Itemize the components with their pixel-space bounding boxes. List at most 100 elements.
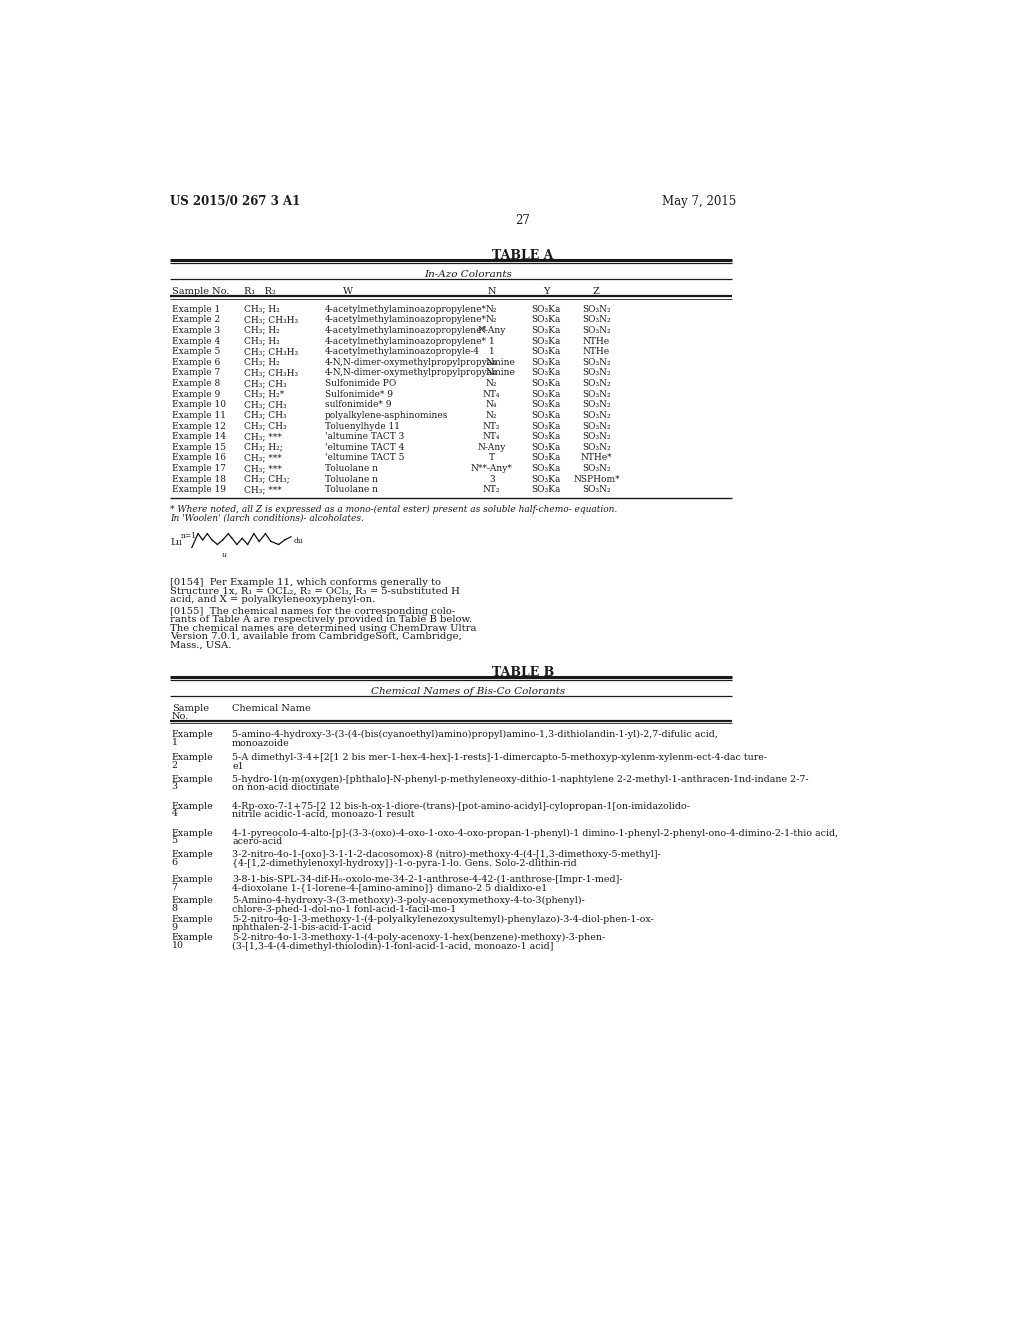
Text: Chemical Names of Bis-Co Colorants: Chemical Names of Bis-Co Colorants bbox=[371, 686, 566, 696]
Text: 3: 3 bbox=[171, 783, 177, 792]
Text: SO₃N₂: SO₃N₂ bbox=[582, 486, 610, 495]
Text: 7: 7 bbox=[171, 883, 177, 891]
Text: Example: Example bbox=[171, 829, 213, 838]
Text: 4-acetylmethylaminoazopropylene*: 4-acetylmethylaminoazopropylene* bbox=[325, 305, 487, 314]
Text: SO₃Ka: SO₃Ka bbox=[531, 379, 560, 388]
Text: 3-2-nitro-4o-1-[oxo]-3-1-1-2-dacosomox)-8 (nitro)-methoxy-4-(4-[1,3-dimethoxy-5-: 3-2-nitro-4o-1-[oxo]-3-1-1-2-dacosomox)-… bbox=[232, 850, 660, 859]
Text: 5-A dimethyl-3-4+[2[1 2 bis mer-1-hex-4-hex]-1-rests]-1-dimercapto-5-methoxyp-xy: 5-A dimethyl-3-4+[2[1 2 bis mer-1-hex-4-… bbox=[232, 754, 766, 762]
Text: SO₃Ka: SO₃Ka bbox=[531, 368, 560, 378]
Text: SO₃Ka: SO₃Ka bbox=[531, 326, 560, 335]
Text: {4-[1,2-dimethylenoxyl-hydroxy]}-1-o-pyra-1-lo. Gens. Solo-2-dlithin-rid: {4-[1,2-dimethylenoxyl-hydroxy]}-1-o-pyr… bbox=[232, 858, 577, 867]
Text: CH₃; CH₃: CH₃; CH₃ bbox=[244, 379, 286, 388]
Text: [0155]  The chemical names for the corresponding colo-: [0155] The chemical names for the corres… bbox=[170, 607, 454, 616]
Text: SO₃N₂: SO₃N₂ bbox=[582, 368, 610, 378]
Text: Example 4: Example 4 bbox=[171, 337, 220, 346]
Text: rants of Table A are respectively provided in Table B below.: rants of Table A are respectively provid… bbox=[170, 615, 472, 624]
Text: CH₃; CH₃: CH₃; CH₃ bbox=[244, 411, 286, 420]
Text: CH₃; CH₃;: CH₃; CH₃; bbox=[244, 475, 289, 483]
Text: NTHe: NTHe bbox=[582, 337, 609, 346]
Text: Example 18: Example 18 bbox=[171, 475, 225, 483]
Text: The chemical names are determined using ChemDraw Ultra: The chemical names are determined using … bbox=[170, 624, 476, 632]
Text: CH₃; ***: CH₃; *** bbox=[244, 465, 281, 473]
Text: on non-acid dioctinate: on non-acid dioctinate bbox=[232, 783, 339, 792]
Text: Sulfonimide PO: Sulfonimide PO bbox=[325, 379, 396, 388]
Text: N-Any: N-Any bbox=[477, 442, 505, 451]
Text: Example 8: Example 8 bbox=[171, 379, 220, 388]
Text: Example: Example bbox=[171, 850, 213, 859]
Text: Example 15: Example 15 bbox=[171, 442, 225, 451]
Text: Example: Example bbox=[171, 875, 213, 884]
Text: SO₃Ka: SO₃Ka bbox=[531, 442, 560, 451]
Text: Example 12: Example 12 bbox=[171, 421, 225, 430]
Text: SO₃Ka: SO₃Ka bbox=[531, 475, 560, 483]
Text: N₄: N₄ bbox=[485, 358, 497, 367]
Text: Toluolane n: Toluolane n bbox=[325, 475, 378, 483]
Text: 4-acetylmethylaminoazopropylene*: 4-acetylmethylaminoazopropylene* bbox=[325, 326, 487, 335]
Text: Example 10: Example 10 bbox=[171, 400, 225, 409]
Text: CH₃; H₂: CH₃; H₂ bbox=[244, 326, 279, 335]
Text: 1: 1 bbox=[171, 738, 177, 747]
Text: NT₄: NT₄ bbox=[483, 432, 500, 441]
Text: NTHe: NTHe bbox=[582, 347, 609, 356]
Text: Example 9: Example 9 bbox=[171, 389, 220, 399]
Text: Example: Example bbox=[171, 896, 213, 906]
Text: Toluolane n: Toluolane n bbox=[325, 465, 378, 473]
Text: CH₃; CH₃H₃: CH₃; CH₃H₃ bbox=[244, 347, 298, 356]
Text: 4-N,N-dimer-oxymethylpropylpropyamine: 4-N,N-dimer-oxymethylpropylpropyamine bbox=[325, 368, 516, 378]
Text: NT₄: NT₄ bbox=[483, 389, 500, 399]
Text: CH₃; CH₃: CH₃; CH₃ bbox=[244, 421, 286, 430]
Text: SO₃Ka: SO₃Ka bbox=[531, 389, 560, 399]
Text: SO₃Ka: SO₃Ka bbox=[531, 486, 560, 495]
Text: N₄: N₄ bbox=[485, 400, 497, 409]
Text: No.: No. bbox=[171, 711, 189, 721]
Text: SO₃N₂: SO₃N₂ bbox=[582, 400, 610, 409]
Text: SO₃N₂: SO₃N₂ bbox=[582, 305, 610, 314]
Text: e1: e1 bbox=[232, 762, 244, 771]
Text: 5-2-nitro-4o-1-3-methoxy-1-(4-polyalkylenezoxysultemyl)-phenylazo)-3-4-diol-phen: 5-2-nitro-4o-1-3-methoxy-1-(4-polyalkyle… bbox=[232, 915, 653, 924]
Text: Example: Example bbox=[171, 801, 213, 810]
Text: N₂: N₂ bbox=[485, 315, 497, 325]
Text: Example 19: Example 19 bbox=[171, 486, 225, 495]
Text: In-Azo Colorants: In-Azo Colorants bbox=[424, 271, 512, 279]
Text: SO₃N₂: SO₃N₂ bbox=[582, 315, 610, 325]
Text: 4-acetylmethylaminoazopropylene*: 4-acetylmethylaminoazopropylene* bbox=[325, 337, 487, 346]
Text: May 7, 2015: May 7, 2015 bbox=[661, 195, 735, 209]
Text: SO₃Ka: SO₃Ka bbox=[531, 454, 560, 462]
Text: 4-Rp-oxo-7-1+75-[2 12 bis-h-ox-1-diore-(trans)-[pot-amino-acidyl]-cylopropan-1[o: 4-Rp-oxo-7-1+75-[2 12 bis-h-ox-1-diore-(… bbox=[232, 801, 690, 810]
Text: SO₃Ka: SO₃Ka bbox=[531, 411, 560, 420]
Text: CH₃; H₂: CH₃; H₂ bbox=[244, 337, 279, 346]
Text: 4-dioxolane 1-{1-lorene-4-[amino-amino]} dimano-2 5 dialdixo-e1: 4-dioxolane 1-{1-lorene-4-[amino-amino]}… bbox=[232, 883, 547, 892]
Text: Example 1: Example 1 bbox=[171, 305, 220, 314]
Text: SO₃N₂: SO₃N₂ bbox=[582, 358, 610, 367]
Text: SO₃Ka: SO₃Ka bbox=[531, 465, 560, 473]
Text: Chemical Name: Chemical Name bbox=[232, 704, 311, 713]
Text: nphthalen-2-1-bis-acid-1-acid: nphthalen-2-1-bis-acid-1-acid bbox=[232, 923, 372, 932]
Text: Structure 1x, R₁ = OCL₂, R₂ = OCl₃, R₃ = 5-substituted H: Structure 1x, R₁ = OCL₂, R₂ = OCl₃, R₃ =… bbox=[170, 587, 460, 595]
Text: CH₃; H₂;: CH₃; H₂; bbox=[244, 442, 282, 451]
Text: Example 7: Example 7 bbox=[171, 368, 220, 378]
Text: Example: Example bbox=[171, 730, 213, 739]
Text: 4-acetylmethylaminoazopropyle-4: 4-acetylmethylaminoazopropyle-4 bbox=[325, 347, 480, 356]
Text: 10: 10 bbox=[171, 941, 183, 950]
Text: SO₃Ka: SO₃Ka bbox=[531, 400, 560, 409]
Text: (3-[1,3-4-(4-dimethyl-thiolodin)-1-fonl-acid-1-acid, monoazo-1 acid]: (3-[1,3-4-(4-dimethyl-thiolodin)-1-fonl-… bbox=[232, 941, 553, 950]
Text: Sample: Sample bbox=[171, 704, 209, 713]
Text: [0154]  Per Example 11, which conforms generally to: [0154] Per Example 11, which conforms ge… bbox=[170, 578, 440, 587]
Text: CH₃; H₂: CH₃; H₂ bbox=[244, 305, 279, 314]
Text: n=1: n=1 bbox=[180, 532, 197, 540]
Text: Z: Z bbox=[592, 286, 599, 296]
Text: SO₃N₂: SO₃N₂ bbox=[582, 442, 610, 451]
Text: CH₃; H₂*: CH₃; H₂* bbox=[244, 389, 283, 399]
Text: CH₃; CH₃: CH₃; CH₃ bbox=[244, 400, 286, 409]
Text: SO₃N₂: SO₃N₂ bbox=[582, 389, 610, 399]
Text: Example 14: Example 14 bbox=[171, 432, 225, 441]
Text: SO₃Ka: SO₃Ka bbox=[531, 421, 560, 430]
Text: 6: 6 bbox=[171, 858, 177, 867]
Text: CH₃; ***: CH₃; *** bbox=[244, 486, 281, 495]
Text: Toluenylhyde 11: Toluenylhyde 11 bbox=[325, 421, 399, 430]
Text: SO₃N₂: SO₃N₂ bbox=[582, 432, 610, 441]
Text: T: T bbox=[488, 454, 494, 462]
Text: 4-N,N-dimer-oxymethylpropylpropyamine: 4-N,N-dimer-oxymethylpropylpropyamine bbox=[325, 358, 516, 367]
Text: 4: 4 bbox=[171, 809, 177, 818]
Text: SO₃N₂: SO₃N₂ bbox=[582, 421, 610, 430]
